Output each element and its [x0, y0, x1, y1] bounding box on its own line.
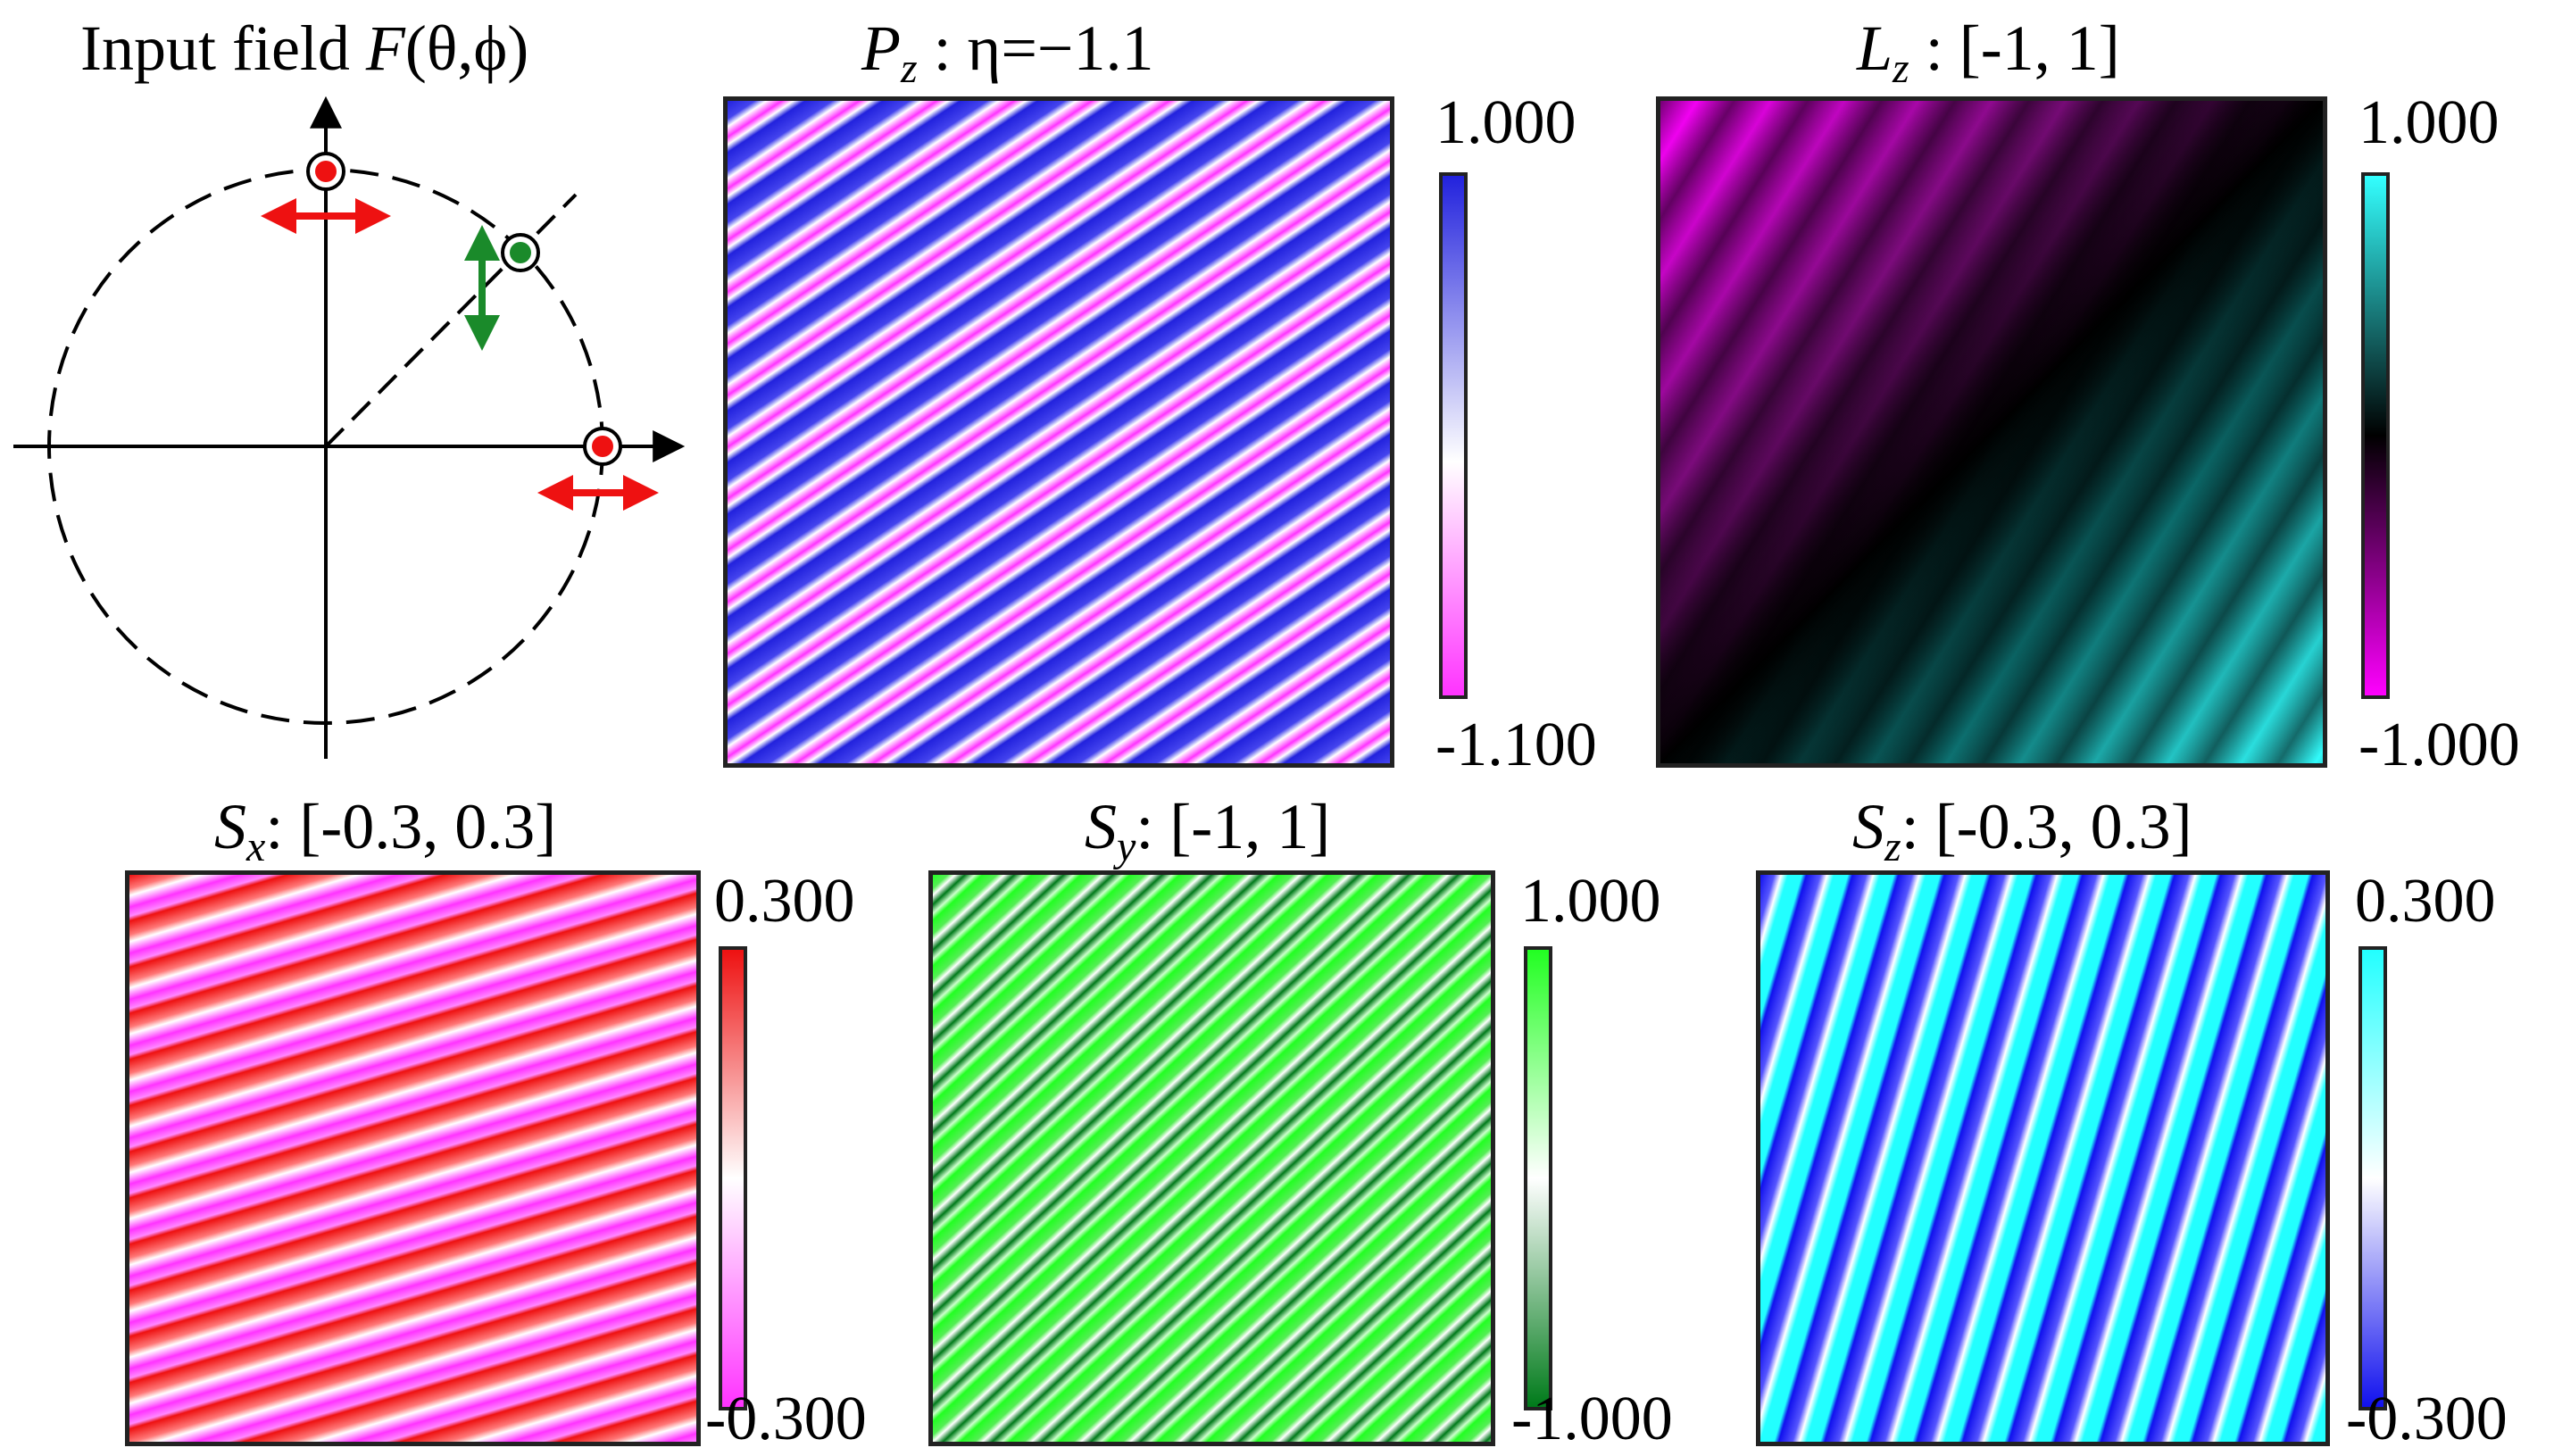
sz-title-symbol: S: [1852, 791, 1884, 862]
red-marker-top-dot: [315, 161, 337, 182]
sx-map: [125, 870, 701, 1446]
sz-title-rest: : [-0.3, 0.3]: [1901, 791, 2192, 862]
input-field-diagram: [13, 96, 686, 759]
sx-title: Sx: [-0.3, 0.3]: [214, 795, 556, 869]
sx-title-rest: : [-0.3, 0.3]: [265, 791, 557, 862]
input-field-title-args: (θ,ϕ): [404, 12, 529, 84]
input-field-title-func: F: [365, 12, 405, 84]
sz-map: [1756, 870, 2330, 1446]
sy-map: [928, 870, 1495, 1446]
pz-map: [723, 96, 1394, 768]
sy-title: Sy: [-1, 1]: [1085, 795, 1330, 869]
sz-colorbar-max: 0.300: [2355, 867, 2496, 936]
pz-colorbar-min: -1.100: [1435, 711, 1597, 779]
sy-title-symbol: S: [1085, 791, 1117, 862]
green-marker-dot: [510, 242, 531, 263]
sy-colorbar: [1524, 946, 1552, 1410]
lz-colorbar-max: 1.000: [2358, 88, 2500, 157]
sy-title-rest: : [-1, 1]: [1136, 791, 1331, 862]
sx-map-field: [129, 875, 696, 1442]
pz-colorbar: [1439, 172, 1468, 699]
lz-map: [1656, 96, 2327, 768]
lz-title-rest: : [-1, 1]: [1909, 12, 2120, 84]
pz-colorbar-max: 1.000: [1435, 88, 1576, 157]
sz-title: Sz: [-0.3, 0.3]: [1852, 795, 2192, 869]
pz-map-field: [728, 101, 1390, 763]
sy-map-field: [933, 875, 1491, 1442]
sz-map-field: [1760, 875, 2325, 1442]
lz-colorbar-min: -1.000: [2358, 711, 2520, 779]
sx-colorbar-max: 0.300: [714, 867, 855, 936]
sz-colorbar: [2358, 946, 2387, 1410]
sx-title-symbol: S: [214, 791, 246, 862]
sy-colorbar-max: 1.000: [1520, 867, 1661, 936]
sy-title-subscript: y: [1117, 823, 1136, 870]
sy-colorbar-min: -1.000: [1511, 1385, 1673, 1453]
lz-map-texture: [1660, 101, 2323, 763]
input-field-title-text: Input field: [80, 12, 366, 84]
sz-title-subscript: z: [1884, 823, 1901, 870]
sz-colorbar-min: -0.300: [2346, 1385, 2508, 1453]
lz-title: Lz : [-1, 1]: [1857, 16, 2120, 90]
lz-title-symbol: L: [1857, 12, 1893, 84]
pz-title-subscript: z: [900, 45, 918, 92]
pz-title: Pz : η=−1.1: [861, 16, 1154, 90]
pz-title-symbol: P: [861, 12, 901, 84]
sx-colorbar: [719, 946, 747, 1410]
sx-colorbar-min: -0.300: [705, 1385, 867, 1453]
red-marker-right-dot: [592, 436, 613, 457]
sx-title-subscript: x: [246, 823, 266, 870]
pz-title-rest: : η=−1.1: [917, 12, 1154, 84]
diagonal-ray: [324, 193, 578, 448]
input-field-title: Input field F(θ,ϕ): [80, 16, 528, 80]
lz-colorbar: [2361, 172, 2390, 699]
lz-title-subscript: z: [1893, 45, 1909, 92]
